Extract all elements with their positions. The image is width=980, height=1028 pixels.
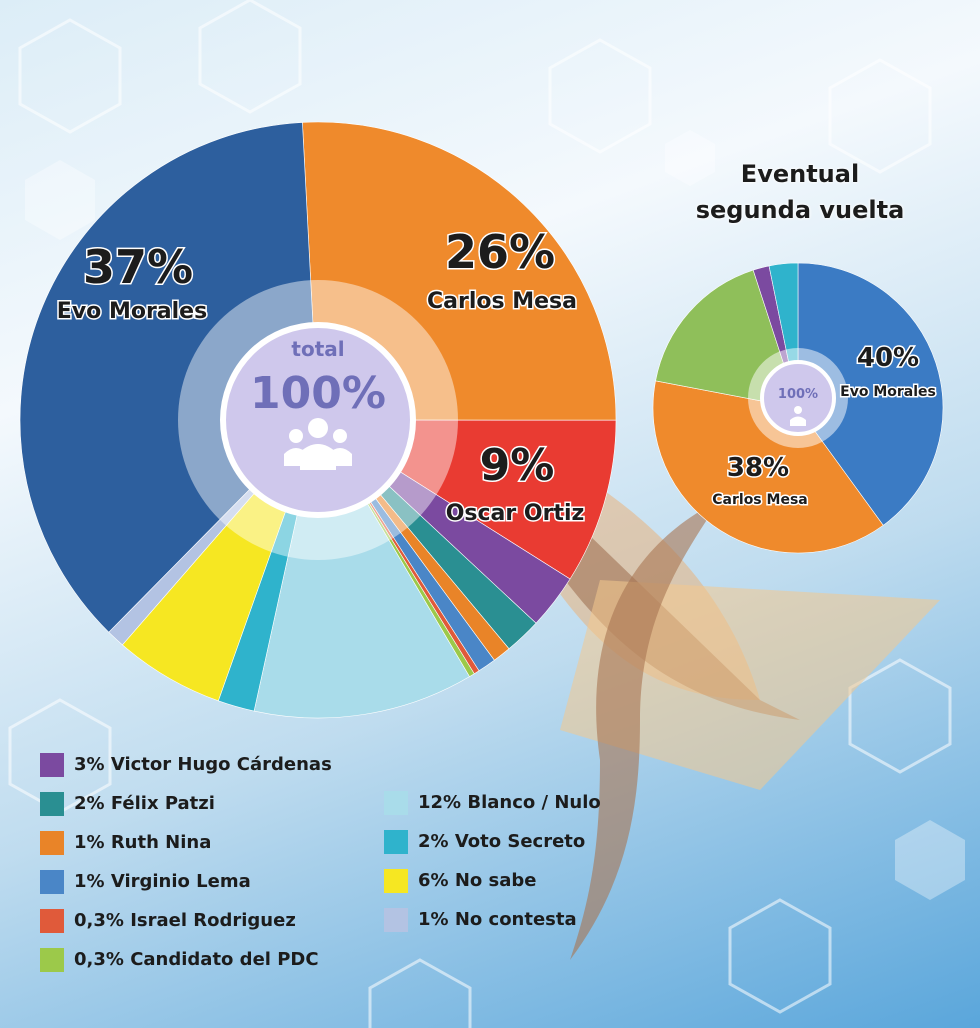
legend-label: 0,3% Israel Rodriguez [74,910,296,931]
legend-item: 1% Ruth Nina [40,823,332,862]
second-round-title: Eventual segunda vuelta [695,160,905,224]
legend-label: 2% Félix Patzi [74,793,215,814]
legend-label: 6% No sabe [418,870,537,891]
people-icon [790,406,806,426]
legend-label: 12% Blanco / Nulo [418,792,601,813]
pie-main-label-mesa-pct: 26% [445,225,555,279]
pie-main-label-mesa-name: Carlos Mesa [427,289,577,314]
pie-second-label-mesa-name: Carlos Mesa [712,492,807,508]
legend-item: 1% Virginio Lema [40,862,332,901]
pie-second-slice-evo-morales [797,262,944,526]
legend-left: 3% Victor Hugo Cárdenas 2% Félix Patzi 1% … [40,745,332,979]
legend-right: 12% Blanco / Nulo 2% Voto Secreto 6% No sa… [384,783,601,939]
pie-main-center-label: total [291,337,344,361]
pie-main-slice-evo-morales [19,122,319,633]
pie-chart-main-center: total 100% [178,280,458,560]
legend-label: 2% Voto Secreto [418,831,586,852]
people-icon [284,418,352,470]
pie-second-center-value: 100% [778,387,818,402]
legend-label: 1% Ruth Nina [74,832,212,853]
pie-second-label-mesa-pct: 38% [727,453,789,483]
legend-item: 6% No sabe [384,861,601,900]
legend-swatch [384,868,408,893]
pie-main-label-evo-name: Evo Morales [57,299,207,324]
legend-label: 3% Victor Hugo Cárdenas [74,754,332,775]
pie-second-slice-carlos-mesa [652,380,884,554]
legend-item: 0,3% Candidato del PDC [40,940,332,979]
pie-main-label-ortiz-name: Oscar Ortiz [446,501,585,526]
legend-item: 3% Victor Hugo Cárdenas [40,745,332,784]
pie-main-center-value: 100% [250,368,386,419]
legend-item: 2% Voto Secreto [384,822,601,861]
legend-swatch [384,829,408,854]
pie-second-label-evo-pct: 40% [857,343,919,373]
legend-swatch [40,791,64,816]
legend-swatch [384,790,408,815]
legend-swatch [40,908,64,933]
pie-main-label-evo-pct: 37% [83,240,193,294]
legend-swatch [40,830,64,855]
legend-label: 1% Virginio Lema [74,871,251,892]
legend-item: 12% Blanco / Nulo [384,783,601,822]
pie-main-label-ortiz-pct: 9% [480,440,555,491]
legend-swatch [40,752,64,777]
legend-swatch [384,907,408,932]
pie-second-label-evo-name: Evo Morales [840,384,936,400]
pie-chart-second-round-center: 100% [748,348,848,448]
legend-item: 2% Félix Patzi [40,784,332,823]
legend-item: 1% No contesta [384,900,601,939]
legend-item: 0,3% Israel Rodriguez [40,901,332,940]
legend-swatch [40,869,64,894]
legend-swatch [40,947,64,972]
legend-label: 0,3% Candidato del PDC [74,949,319,970]
legend-label: 1% No contesta [418,909,577,930]
